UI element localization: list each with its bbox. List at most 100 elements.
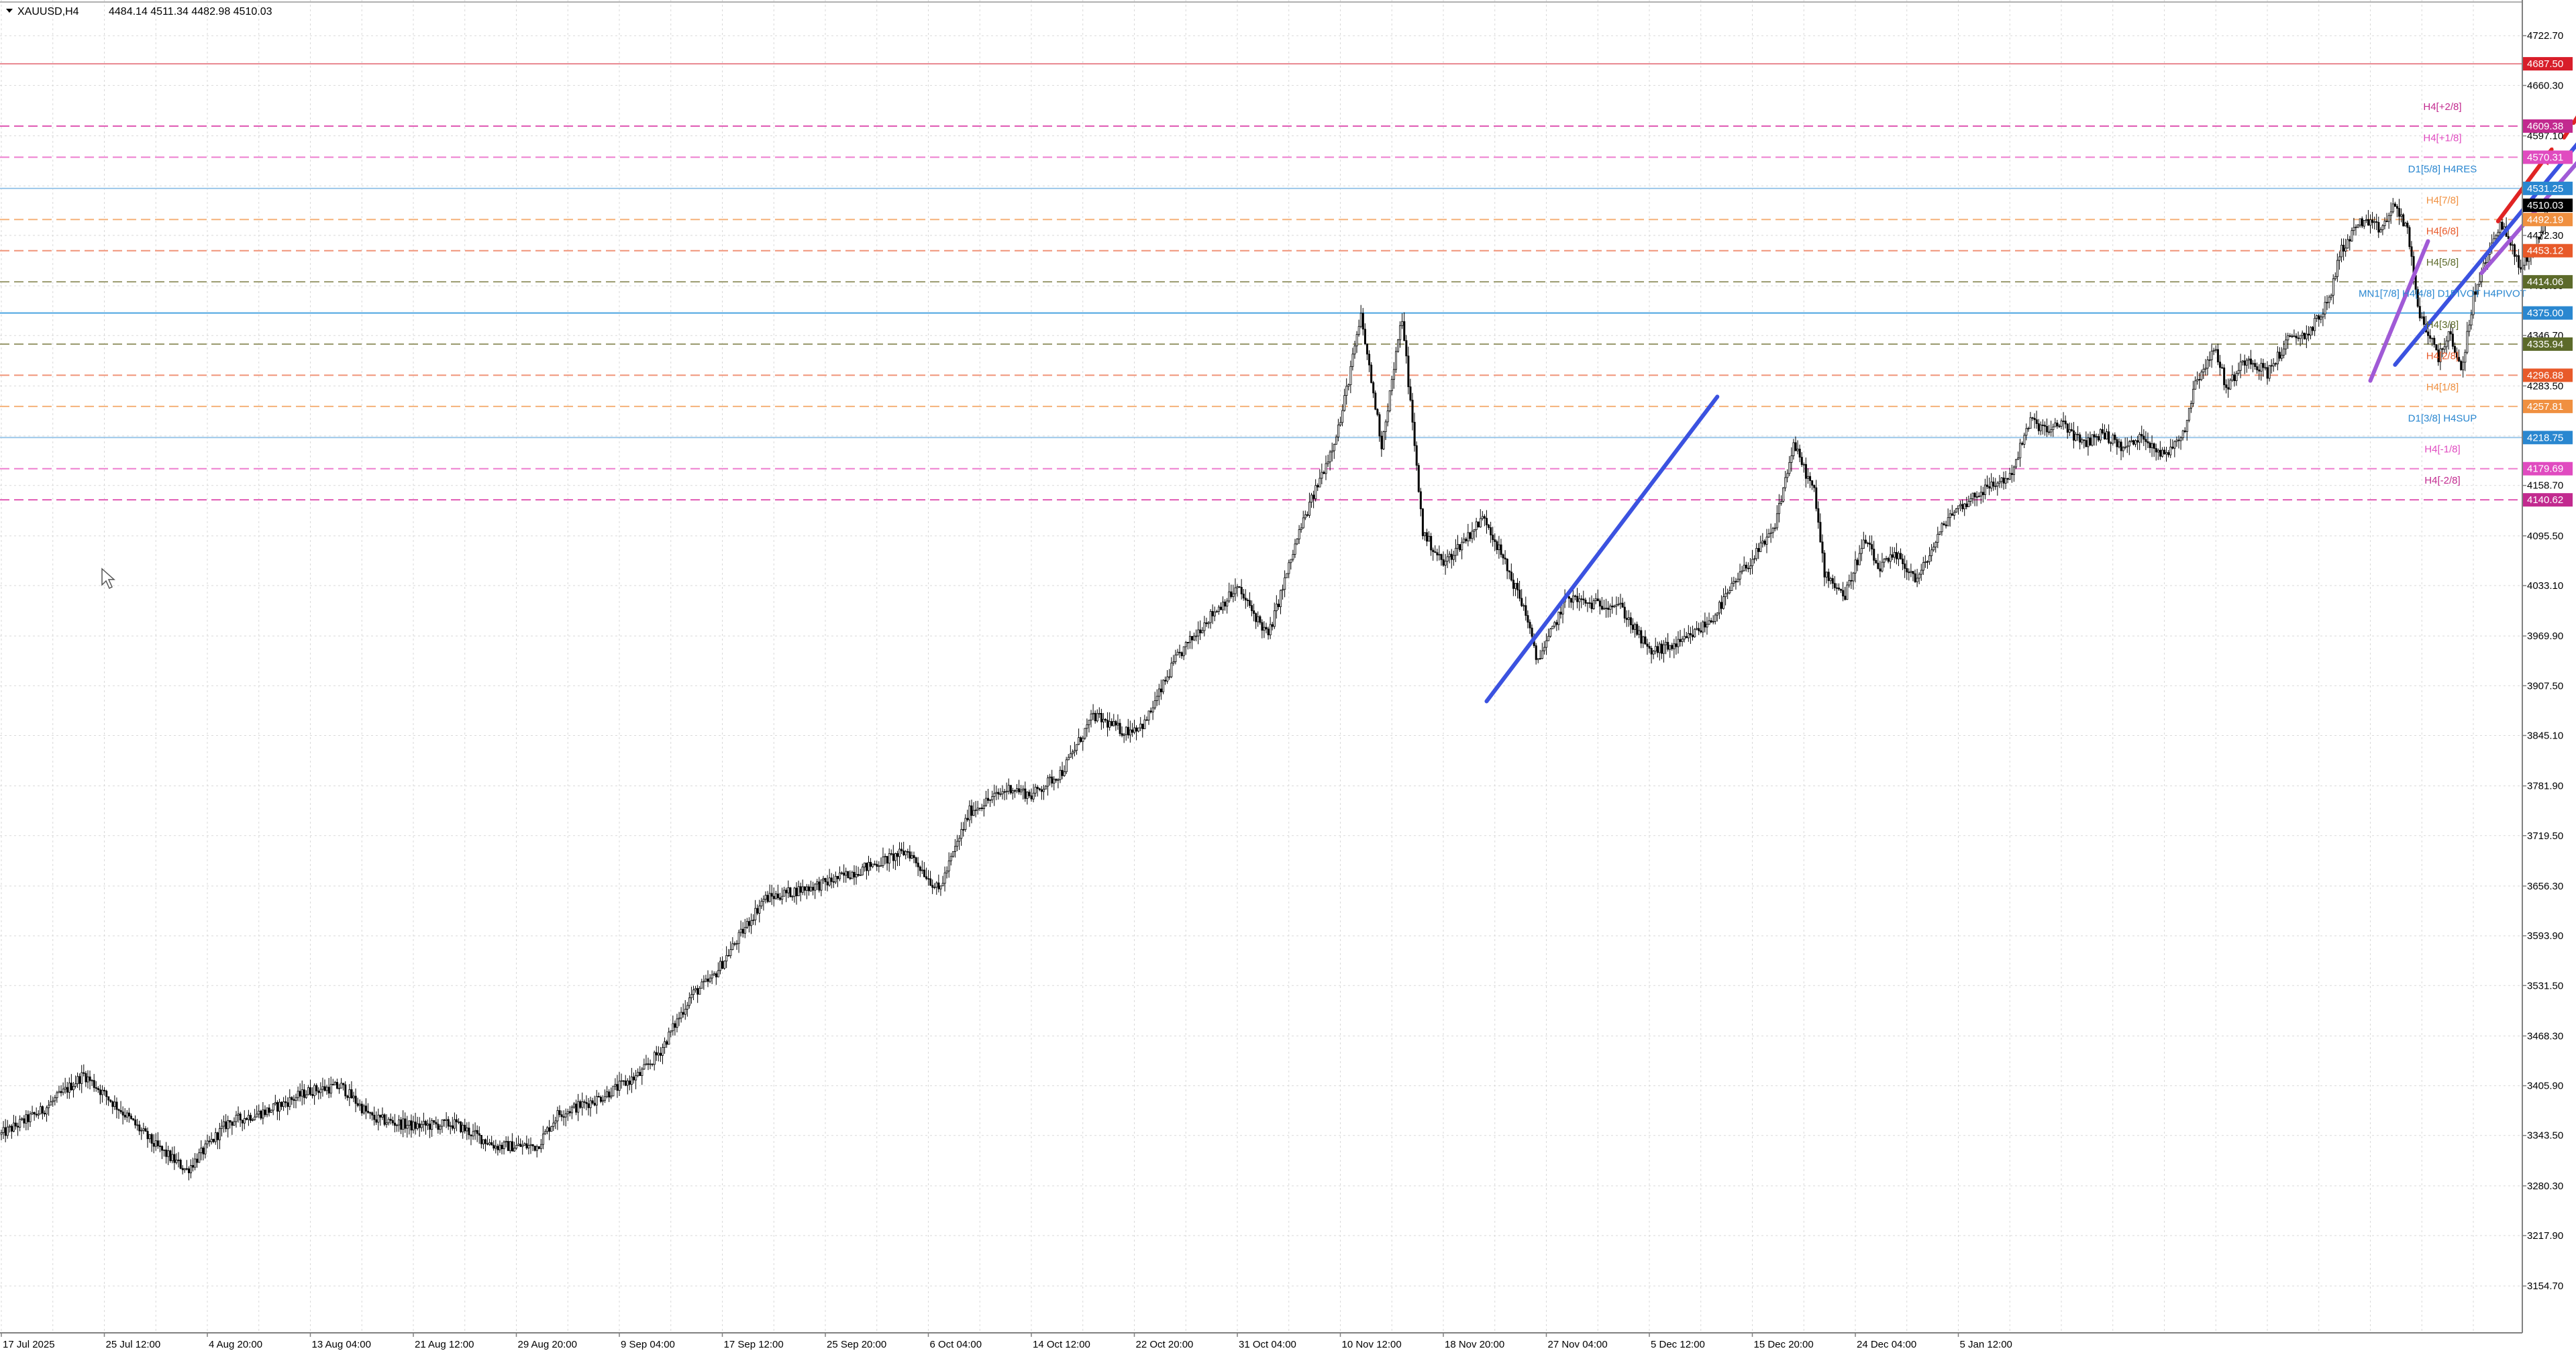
candle-body	[2402, 214, 2405, 227]
candle-body	[892, 853, 894, 861]
candle-body	[717, 970, 719, 977]
candle-body	[1710, 620, 1712, 622]
candle-body	[1481, 516, 1484, 519]
candle-body	[664, 1041, 666, 1048]
candle-body	[2443, 346, 2446, 350]
dropdown-triangle-icon[interactable]	[6, 9, 13, 13]
candle-body	[1600, 606, 1603, 610]
candle-body	[539, 1144, 542, 1149]
candle-body	[2204, 368, 2207, 370]
candle-body	[1992, 481, 1995, 487]
candle-body	[229, 1120, 231, 1123]
candle-body	[2185, 420, 2188, 433]
candle-body	[855, 874, 858, 877]
candle-body	[1051, 776, 1053, 784]
candle-body	[2256, 366, 2259, 370]
price-tag	[2523, 461, 2573, 476]
ohlc-label: 4484.14 4511.34 4482.98 4510.03	[109, 6, 272, 17]
candle-body	[713, 973, 715, 975]
time-tick-label: 15 Dec 20:00	[1754, 1339, 1814, 1350]
candle-body	[1634, 624, 1637, 630]
candle-body	[1045, 785, 1047, 790]
purple-trendline[interactable]	[2368, 239, 2430, 383]
candle-body	[1092, 712, 1094, 714]
candle-body	[824, 878, 827, 883]
candle-body	[1036, 787, 1039, 790]
candle-body	[2068, 429, 2071, 433]
candle-body	[48, 1105, 50, 1108]
candle-body	[1555, 622, 1558, 625]
price-tick-label: 3656.30	[2527, 881, 2563, 892]
candle-body	[50, 1101, 52, 1106]
candle-body	[2044, 425, 2047, 427]
candle-body	[739, 928, 742, 933]
candle-body	[1965, 503, 1968, 507]
candle-body	[1430, 536, 1433, 551]
candle-body	[19, 1119, 21, 1128]
candle-body	[1502, 554, 1504, 559]
candle-body	[350, 1089, 353, 1099]
candle-body	[377, 1114, 380, 1123]
candle-body	[2416, 289, 2419, 307]
candle-body	[1598, 600, 1601, 607]
candle-body	[1184, 642, 1187, 647]
candle-body	[1506, 559, 1508, 572]
blue-trendline[interactable]	[1484, 394, 1720, 704]
candle-body	[1096, 713, 1098, 722]
candle-body	[495, 1146, 497, 1149]
candle-body	[1990, 481, 1993, 489]
candle-body	[2008, 473, 2011, 480]
candle-body	[190, 1164, 193, 1173]
candle-body	[389, 1119, 392, 1121]
candle-body	[1535, 645, 1537, 660]
candle-body	[593, 1103, 596, 1105]
candle-body	[2357, 225, 2359, 227]
candle-body	[2187, 408, 2190, 421]
candle-body	[93, 1080, 95, 1088]
candle-body	[550, 1126, 553, 1132]
candle-body	[15, 1122, 17, 1127]
candle-body	[400, 1120, 403, 1130]
candle-body	[2437, 349, 2440, 362]
candle-body	[1022, 788, 1025, 791]
candle-body	[2179, 437, 2182, 441]
candle-body	[2206, 360, 2209, 369]
candle-body	[1343, 395, 1346, 411]
candle-body	[711, 974, 713, 979]
candle-body	[241, 1120, 244, 1124]
candle-body	[1889, 554, 1892, 562]
candle-body	[2511, 244, 2514, 246]
candle-body	[1761, 541, 1764, 543]
candle-body	[445, 1119, 448, 1122]
price-tick-label: 3280.30	[2527, 1181, 2563, 1192]
time-tick-label: 10 Nov 12:00	[1342, 1339, 1402, 1350]
candle-body	[2165, 452, 2168, 455]
candle-body	[2155, 448, 2157, 453]
candle-body	[2021, 443, 2024, 445]
candle-body	[2307, 333, 2310, 336]
candle-body	[610, 1095, 613, 1098]
candle-body	[297, 1091, 299, 1098]
candle-body	[348, 1089, 351, 1098]
candle-body	[789, 887, 792, 898]
price-tag	[2523, 306, 2573, 320]
candle-body	[313, 1085, 316, 1096]
candle-body	[1329, 451, 1331, 463]
candle-body	[544, 1131, 547, 1134]
candle-body	[144, 1128, 147, 1132]
candle-body	[843, 873, 845, 876]
candle-body	[1230, 591, 1233, 597]
candle-body	[373, 1114, 376, 1120]
candle-body	[2478, 281, 2481, 285]
candle-body	[1280, 590, 1282, 607]
candle-body	[1363, 329, 1366, 345]
candle-body	[1072, 751, 1074, 755]
candle-body	[206, 1140, 209, 1144]
candle-body	[1831, 578, 1834, 584]
candle-body	[886, 856, 888, 864]
candle-body	[1922, 562, 1924, 571]
candle-body	[678, 1018, 680, 1020]
candle-body	[1331, 450, 1333, 453]
